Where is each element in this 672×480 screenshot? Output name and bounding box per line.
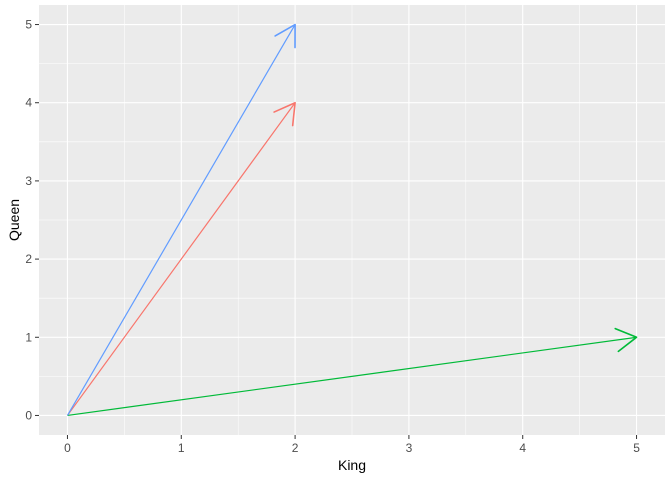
y-tick-label: 3 xyxy=(25,174,32,188)
y-tick-label: 0 xyxy=(25,408,32,422)
x-tick-label: 4 xyxy=(519,441,526,455)
y-tick-label: 4 xyxy=(25,96,32,110)
x-tick-label: 0 xyxy=(64,441,71,455)
x-tick-label: 2 xyxy=(292,441,299,455)
y-tick-label: 2 xyxy=(25,252,32,266)
x-axis-title: King xyxy=(338,457,366,473)
x-tick-label: 1 xyxy=(178,441,185,455)
x-tick-label: 5 xyxy=(633,441,640,455)
x-tick-label: 3 xyxy=(406,441,413,455)
y-axis-title: Queen xyxy=(6,199,22,241)
y-tick-label: 1 xyxy=(25,330,32,344)
y-tick-label: 5 xyxy=(25,18,32,32)
